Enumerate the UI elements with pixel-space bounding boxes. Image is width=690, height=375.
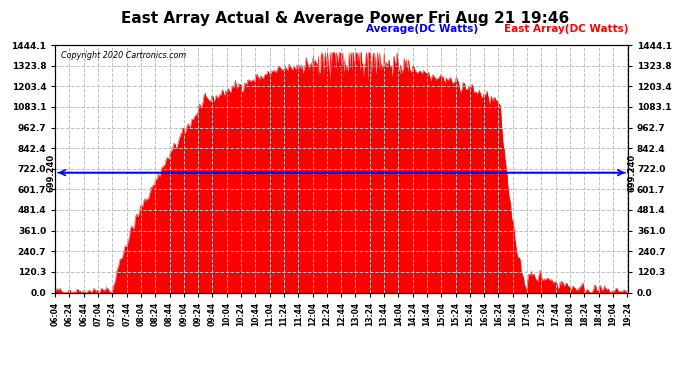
Text: East Array(DC Watts): East Array(DC Watts) (504, 24, 628, 34)
Text: 699.240: 699.240 (628, 154, 637, 192)
Text: 699.240: 699.240 (46, 154, 55, 192)
Text: Average(DC Watts): Average(DC Watts) (366, 24, 478, 34)
Text: Copyright 2020 Cartronics.com: Copyright 2020 Cartronics.com (61, 51, 186, 60)
Text: East Array Actual & Average Power Fri Aug 21 19:46: East Array Actual & Average Power Fri Au… (121, 11, 569, 26)
